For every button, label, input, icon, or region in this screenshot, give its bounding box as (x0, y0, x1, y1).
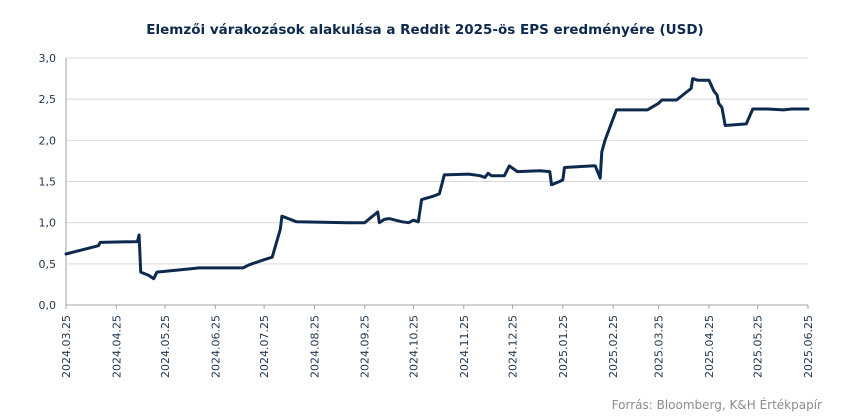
y-tick-label: 1,5 (39, 176, 57, 189)
x-tick-label: 2025.05.25 (752, 315, 765, 378)
x-tick-label: 2024.06.25 (209, 315, 222, 378)
x-tick-label: 2024.03.25 (60, 315, 73, 378)
y-tick-label: 2,0 (39, 134, 57, 147)
x-tick-label: 2024.05.25 (159, 315, 172, 378)
y-tick-label: 1,0 (39, 217, 57, 230)
x-tick-label: 2024.10.25 (407, 315, 420, 378)
x-tick-label: 2025.03.25 (653, 315, 666, 378)
x-tick-label: 2024.12.25 (506, 315, 519, 378)
series-layer (64, 77, 810, 281)
x-tick-label: 2025.01.25 (557, 315, 570, 378)
eps-expectation-line (64, 77, 810, 281)
x-axis-ticks: 2024.03.25 2024.04.25 2024.05.25 2024.06.25… (60, 315, 815, 378)
x-tick-label: 2024.04.25 (110, 315, 123, 378)
x-tick-label: 2025.02.25 (607, 315, 620, 378)
y-tick-label: 3,0 (39, 52, 57, 65)
x-tick-label: 2025.04.25 (703, 315, 716, 378)
y-tick-label: 0,5 (39, 258, 57, 271)
x-tick-label: 2024.11.25 (458, 315, 471, 378)
chart-title: Elemzői várakozások alakulása a Reddit 2… (146, 22, 704, 38)
x-tick-label: 2024.09.25 (359, 315, 372, 378)
x-tick-label: 2025.06.25 (802, 315, 815, 378)
axes (65, 58, 809, 309)
y-tick-label: 0,0 (39, 299, 57, 312)
y-tick-label: 2,5 (39, 93, 57, 106)
gridlines (66, 57, 808, 265)
x-tick-label: 2024.08.25 (308, 315, 321, 378)
source-note: Forrás: Bloomberg, K&H Értékpapír (611, 398, 822, 412)
x-tick-label: 2024.07.25 (258, 315, 271, 378)
y-axis-ticks: 0,0 0,5 1,0 1,5 2,0 2,5 3,0 (39, 52, 57, 312)
